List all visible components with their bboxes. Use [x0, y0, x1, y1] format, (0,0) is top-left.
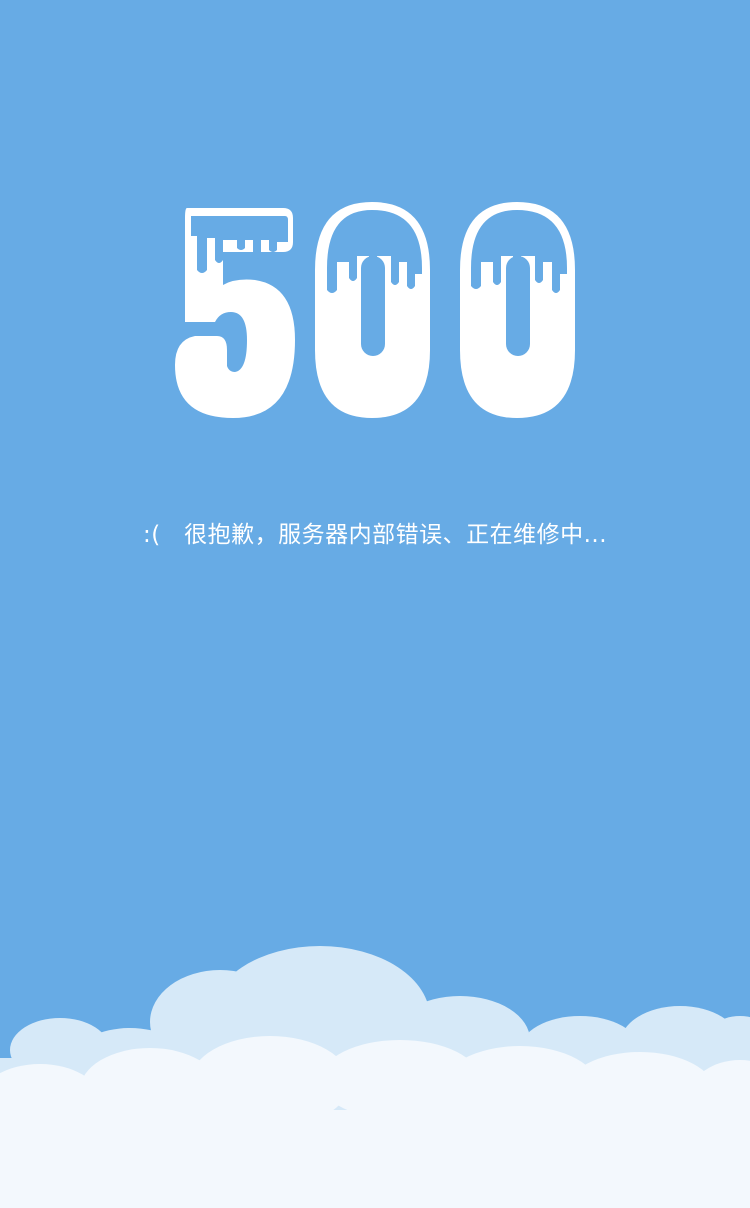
digit-five — [175, 208, 295, 418]
digit-zero-1 — [315, 202, 430, 418]
error-code-500 — [165, 190, 585, 430]
clouds-icon — [0, 946, 750, 1208]
error-message: :( 很抱歉，服务器内部错误、正在维修中... — [142, 522, 608, 548]
cloud-front — [0, 1036, 750, 1208]
snow-capped-500-icon — [175, 202, 575, 418]
clouds-decoration — [0, 940, 750, 1208]
digit-zero-2 — [460, 202, 575, 418]
